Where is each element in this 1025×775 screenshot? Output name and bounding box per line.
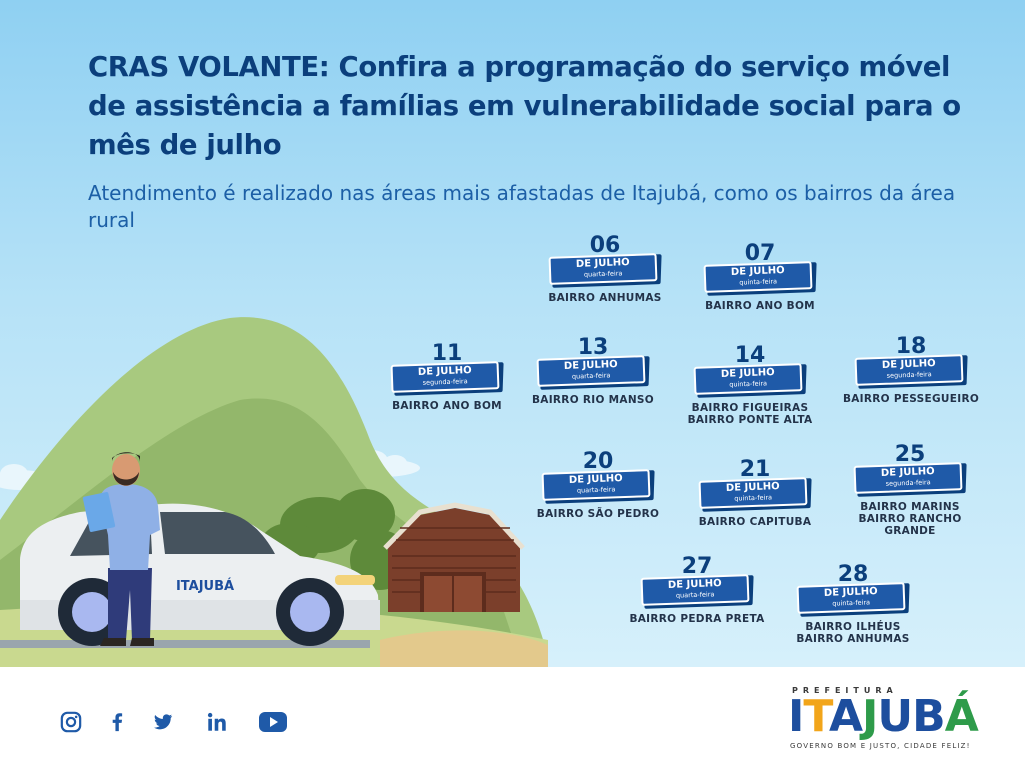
illustration: ITAJUBÁ (0, 317, 548, 667)
logo-letter: J (862, 691, 878, 742)
date-tag: DE JULHO quinta-feira (796, 582, 910, 617)
field (380, 630, 548, 667)
date-tag: DE JULHO quinta-feira (703, 261, 817, 296)
barn (383, 502, 525, 612)
date-tag: DE JULHO quarta-feira (548, 253, 662, 288)
entry-day: 14 (734, 343, 766, 368)
schedule-entry: 25 DE JULHO segunda-feira BAIRRO MARINS B… (825, 444, 995, 537)
twitter-icon[interactable] (148, 707, 178, 737)
entry-day: 06 (589, 233, 621, 258)
schedule-entry: 11 DE JULHO segunda-feira BAIRRO ANO BOM (362, 343, 532, 412)
entry-place: BAIRRO RIO MANSO (531, 394, 654, 406)
logo-letters: ITAJUBÁ (788, 691, 979, 742)
car-logo: ITAJUBÁ (176, 578, 234, 594)
date-tag: DE JULHO quinta-feira (698, 477, 812, 512)
entry-place: BAIRRO CAPITUBA (698, 516, 812, 528)
date-tag: DE JULHO quinta-feira (693, 363, 807, 398)
logo-motto: GOVERNO BOM E JUSTO, CIDADE FELIZ! (790, 742, 971, 750)
footer (0, 667, 1025, 775)
entry-place: BAIRRO ANHUMAS (796, 633, 910, 645)
entry-place: BAIRRO FIGUEIRAS (691, 402, 809, 414)
schedule-entry: 20 DE JULHO quarta-feira BAIRRO SÃO PEDRO (513, 449, 683, 521)
logo-letter: Á (944, 691, 979, 742)
entry-place: BAIRRO PESSEGUEIRO (842, 393, 980, 405)
schedule-entry: 06 DE JULHO quarta-feira BAIRRO ANHUMAS (520, 235, 690, 304)
linkedin-icon[interactable] (202, 707, 232, 737)
date-tag: DE JULHO segunda-feira (853, 462, 967, 497)
entry-place: BAIRRO SÃO PEDRO (536, 508, 660, 520)
page-title: CRAS VOLANTE: Confira a programação do s… (88, 51, 961, 161)
entry-place: BAIRRO ANO BOM (705, 300, 815, 312)
entry-place: BAIRRO ANO BOM (392, 400, 502, 412)
page-subtitle: Atendimento é realizado nas áreas mais a… (88, 181, 956, 232)
date-tag: DE JULHO segunda-feira (390, 361, 504, 396)
entry-place: BAIRRO ILHÉUS (805, 621, 901, 633)
schedule-entry: 28 DE JULHO quinta-feira BAIRRO ILHÉUS BA… (768, 564, 938, 645)
schedule-entry: 14 DE JULHO quinta-feira BAIRRO FIGUEIRAS… (665, 343, 835, 427)
entry-place: BAIRRO ANHUMAS (548, 292, 662, 304)
entry-day: 20 (582, 449, 614, 474)
entry-place: BAIRRO PEDRA PRETA (629, 613, 765, 625)
entry-day: 07 (744, 241, 776, 266)
entry-day: 13 (577, 335, 609, 360)
prefeitura-logo: PREFEITURA ITAJUBÁ GOVERNO BOM E JUSTO, … (788, 686, 979, 756)
schedule-entry: 21 DE JULHO quinta-feira BAIRRO CAPITUBA (670, 459, 840, 528)
entry-place: BAIRRO RANCHO (858, 513, 962, 525)
instagram-icon[interactable] (56, 707, 86, 737)
youtube-icon[interactable] (256, 707, 290, 737)
logo-letter: T (803, 691, 830, 742)
schedule-entry: 27 DE JULHO quarta-feira BAIRRO PEDRA PRE… (612, 554, 782, 626)
entry-day: 25 (894, 442, 926, 467)
schedule-entry: 07 DE JULHO quinta-feira BAIRRO ANO BOM (675, 243, 845, 312)
logo-letter: I (788, 691, 804, 742)
entry-day: 18 (895, 334, 927, 359)
schedule-entry: 13 DE JULHO quarta-feira BAIRRO RIO MANSO (508, 335, 678, 407)
entry-day: 28 (837, 562, 869, 587)
schedule-entry: 18 DE JULHO segunda-feira BAIRRO PESSEGUE… (826, 334, 996, 406)
logo-prefix: PREFEITURA (792, 686, 898, 695)
date-tag: DE JULHO quarta-feira (541, 469, 655, 504)
entry-place: BAIRRO PONTE ALTA (687, 414, 813, 426)
date-tag: DE JULHO quarta-feira (640, 574, 754, 609)
logo-letter: U (877, 691, 913, 742)
road (0, 640, 370, 648)
entry-place: BAIRRO MARINS (860, 501, 960, 513)
logo-letter: B (912, 691, 946, 742)
facebook-icon[interactable] (102, 707, 132, 737)
date-tag: DE JULHO segunda-feira (854, 354, 968, 389)
person (82, 452, 160, 646)
logo-letter: A (828, 691, 863, 742)
entry-day: 27 (681, 554, 713, 579)
logo-name: ITAJUBÁ (788, 691, 979, 742)
entry-place: GRANDE (884, 525, 936, 537)
date-tag: DE JULHO quarta-feira (536, 355, 650, 390)
entry-day: 21 (739, 457, 771, 482)
entry-day: 11 (431, 341, 463, 366)
